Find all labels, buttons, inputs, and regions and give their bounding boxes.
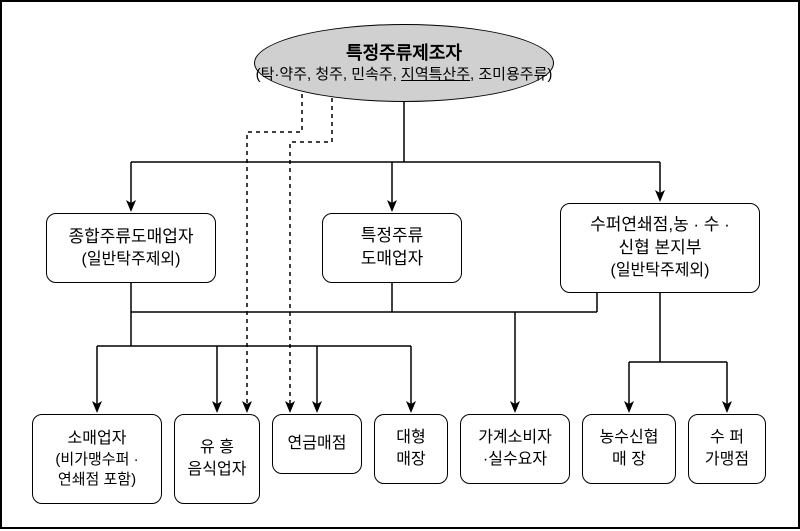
root-sub-post: , 조미용주류) xyxy=(470,66,552,83)
l5-line2: ·실수요자 xyxy=(483,449,547,471)
node-chain-hq: 수퍼연쇄점,농 · 수 · 신협 본지부 (일반탁주제외) xyxy=(560,203,760,293)
l6-line1: 농수신협 xyxy=(600,427,659,449)
node-consumer: 가계소비자 ·실수요자 xyxy=(460,414,570,484)
m3-sub: (일반탁주제외) xyxy=(611,260,710,282)
node-root: 특정주류제조자 (탁·약주, 청주, 민속주, 지역특산주, 조미용주류) xyxy=(254,24,554,102)
node-big-store: 대형 매장 xyxy=(374,414,448,484)
l1-title: 소매업자 xyxy=(68,428,127,450)
root-sub-underlined: 지역특산주 xyxy=(401,66,470,83)
root-title: 특정주류제조자 xyxy=(346,41,462,65)
node-retailer: 소매업자 (비가맹수퍼 · 연쇄점 포함) xyxy=(32,414,162,504)
l5-line1: 가계소비자 xyxy=(478,427,552,449)
m1-sub: (일반탁주제외) xyxy=(82,249,181,271)
l1-sub2: 연쇄점 포함) xyxy=(58,470,136,490)
root-sub-pre: (탁·약주, 청주, 민속주, xyxy=(256,66,401,83)
node-pension-shop: 연금매점 xyxy=(272,414,362,474)
l7-line2: 가맹점 xyxy=(705,449,749,471)
node-entertainment: 유 흥 음식업자 xyxy=(174,414,260,504)
l7-line1: 수 퍼 xyxy=(710,427,744,449)
l6-line2: 매 장 xyxy=(612,449,646,471)
node-wholesaler-specific: 특정주류 도매업자 xyxy=(322,213,462,283)
node-coop-store: 농수신협 매 장 xyxy=(582,414,676,484)
node-wholesaler-general: 종합주류도매업자 (일반탁주제외) xyxy=(46,213,216,283)
l4-line2: 매장 xyxy=(396,449,425,471)
m3-line1: 수퍼연쇄점,농 · 수 · xyxy=(590,214,730,237)
m2-line2: 도매업자 xyxy=(361,248,424,271)
root-subtitle: (탁·약주, 청주, 민속주, 지역특산주, 조미용주류) xyxy=(256,65,553,85)
l3-title: 연금매점 xyxy=(288,433,347,455)
l4-line1: 대형 xyxy=(396,427,425,449)
l2-line2: 음식업자 xyxy=(188,459,247,481)
m2-line1: 특정주류 xyxy=(361,225,424,248)
l2-line1: 유 흥 xyxy=(200,437,234,459)
m3-line2: 신협 본지부 xyxy=(619,237,702,260)
l1-sub1: (비가맹수퍼 · xyxy=(55,450,138,470)
flowchart-container: 특정주류제조자 (탁·약주, 청주, 민속주, 지역특산주, 조미용주류) 종합… xyxy=(0,0,800,529)
m1-title: 종합주류도매업자 xyxy=(68,226,193,249)
node-super-franchise: 수 퍼 가맹점 xyxy=(688,414,766,484)
